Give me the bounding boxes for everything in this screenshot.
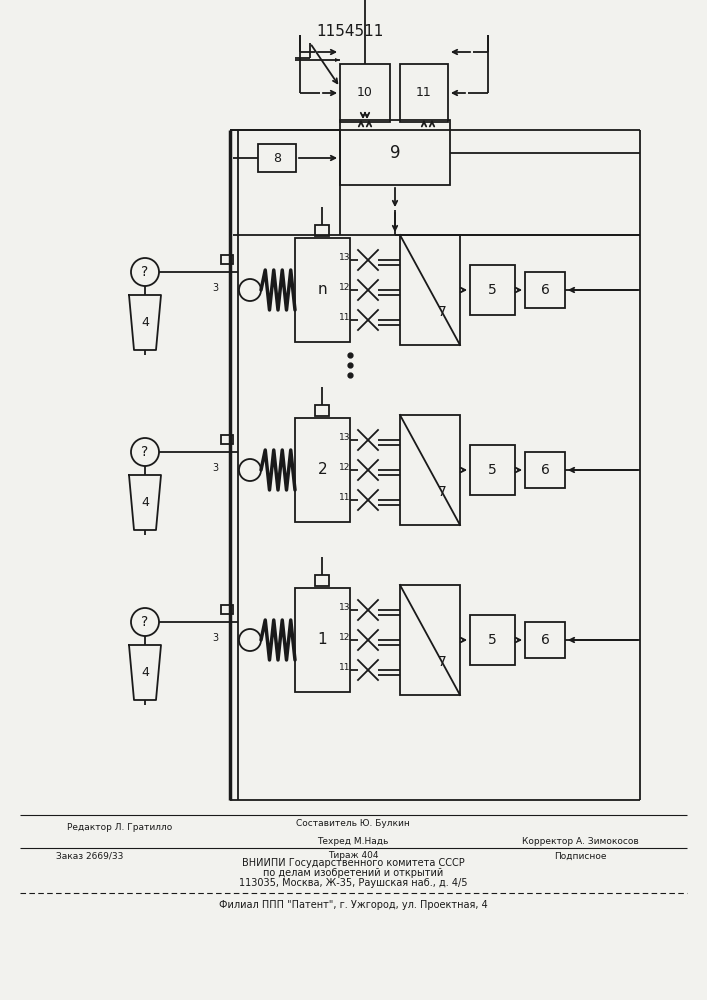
Text: 11: 11 <box>416 87 432 100</box>
Text: 11: 11 <box>339 312 350 322</box>
Bar <box>315 225 329 236</box>
Text: 7: 7 <box>438 305 446 319</box>
Text: Заказ 2669/33: Заказ 2669/33 <box>57 852 124 860</box>
Text: 13: 13 <box>339 602 350 611</box>
Bar <box>315 405 329 416</box>
Bar <box>400 415 460 525</box>
Text: 5: 5 <box>488 633 497 647</box>
Text: 6: 6 <box>541 633 549 647</box>
Text: 10: 10 <box>357 87 373 100</box>
Text: 1: 1 <box>317 633 327 648</box>
Text: 4: 4 <box>141 496 149 509</box>
Bar <box>340 120 450 185</box>
Bar <box>470 265 515 315</box>
Text: 5: 5 <box>488 463 497 477</box>
Text: по делам изобретений и открытий: по делам изобретений и открытий <box>263 868 443 878</box>
Bar <box>525 622 565 658</box>
Text: Подписное: Подписное <box>554 852 606 860</box>
Text: 12: 12 <box>339 633 350 642</box>
Text: 12: 12 <box>339 462 350 472</box>
Text: 5: 5 <box>488 283 497 297</box>
Text: Корректор А. Зимокосов: Корректор А. Зимокосов <box>522 836 638 846</box>
Text: 11: 11 <box>339 492 350 502</box>
Text: 7: 7 <box>438 485 446 499</box>
Bar <box>315 575 329 586</box>
Bar <box>400 64 448 122</box>
Bar <box>221 255 233 264</box>
Bar <box>295 238 350 342</box>
Text: Составитель Ю. Булкин: Составитель Ю. Булкин <box>296 818 410 828</box>
Text: 3: 3 <box>212 633 218 643</box>
Bar <box>470 615 515 665</box>
Text: 13: 13 <box>339 432 350 442</box>
Bar <box>295 418 350 522</box>
Text: ?: ? <box>141 265 148 279</box>
Polygon shape <box>335 58 340 62</box>
Text: Тираж 404: Тираж 404 <box>328 852 378 860</box>
Text: ?: ? <box>141 445 148 459</box>
Text: 2: 2 <box>317 462 327 478</box>
Text: Филиал ППП "Патент", г. Ужгород, ул. Проектная, 4: Филиал ППП "Патент", г. Ужгород, ул. Про… <box>218 900 487 910</box>
Text: 6: 6 <box>541 463 549 477</box>
Text: 3: 3 <box>212 463 218 473</box>
Text: 13: 13 <box>339 252 350 261</box>
Text: 4: 4 <box>141 316 149 329</box>
Text: 113035, Москва, Ж-35, Раушская наб., д. 4/5: 113035, Москва, Ж-35, Раушская наб., д. … <box>239 878 467 888</box>
Text: 6: 6 <box>541 283 549 297</box>
Text: 7: 7 <box>438 655 446 669</box>
Bar <box>221 605 233 614</box>
Bar <box>295 588 350 692</box>
Text: 8: 8 <box>273 151 281 164</box>
Bar <box>221 435 233 444</box>
Text: Редактор Л. Гратилло: Редактор Л. Гратилло <box>67 824 173 832</box>
Text: Техред М.Надь: Техред М.Надь <box>317 836 389 846</box>
Bar <box>400 585 460 695</box>
Text: 9: 9 <box>390 143 400 161</box>
Bar <box>470 445 515 495</box>
Bar <box>340 64 390 122</box>
Text: 3: 3 <box>212 283 218 293</box>
Text: 1154511: 1154511 <box>316 24 384 39</box>
Bar <box>525 452 565 488</box>
Bar <box>525 272 565 308</box>
Text: n: n <box>317 282 327 298</box>
Text: ВНИИПИ Государственного комитета СССР: ВНИИПИ Государственного комитета СССР <box>242 858 464 868</box>
Bar <box>400 235 460 345</box>
Text: 12: 12 <box>339 282 350 292</box>
Text: 11: 11 <box>339 662 350 672</box>
Text: ?: ? <box>141 615 148 629</box>
Bar <box>258 144 296 172</box>
Text: 4: 4 <box>141 666 149 679</box>
